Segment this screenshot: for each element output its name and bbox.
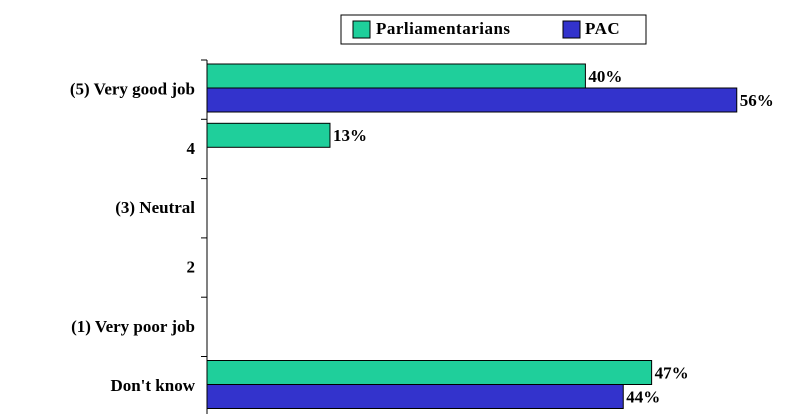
y-tick-label: (3) Neutral [115,198,195,217]
legend-label: Parliamentarians [376,19,511,38]
legend-box [340,14,647,45]
legend-swatch [352,20,371,39]
y-tick-label: Don't know [110,376,195,395]
bar [206,384,624,409]
value-label: 13% [333,126,367,145]
value-label: 44% [626,387,660,406]
bar [206,122,331,148]
y-tick-label: 2 [187,257,196,276]
legend-label: PAC [585,19,620,38]
legend-swatch [562,20,581,39]
value-label: 40% [588,67,622,86]
y-tick-label: (1) Very poor job [71,317,195,336]
value-label: 47% [655,363,689,382]
bar [206,63,586,89]
bar [206,360,653,385]
y-tick-label: (5) Very good job [70,80,195,99]
bar [206,87,738,113]
y-tick-label: 4 [187,139,196,158]
value-label: 56% [740,91,774,110]
